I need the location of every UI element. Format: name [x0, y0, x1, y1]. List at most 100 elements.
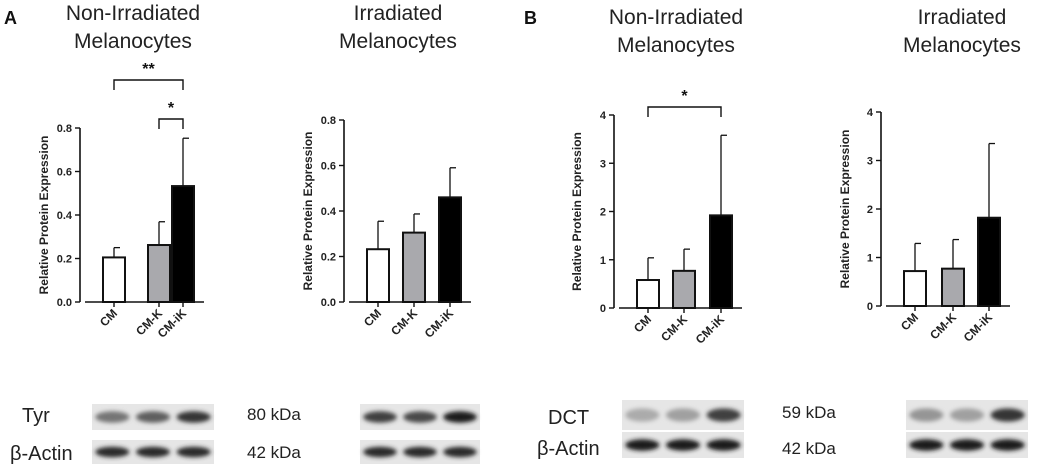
- y-tick-label: 0.4: [57, 210, 73, 222]
- blot-band: [990, 408, 1025, 422]
- chart-title: Irradiated Melanocytes: [339, 2, 457, 53]
- bar-cm-k: [147, 244, 171, 303]
- blot-band: [176, 446, 211, 458]
- chart-title: Non-Irradiated Melanocytes: [66, 2, 200, 53]
- significance-bracket: [647, 106, 722, 117]
- bar-cm-ik: [171, 185, 195, 303]
- chart-title-line-1: Non-Irradiated: [66, 2, 200, 25]
- y-axis-label: Relative Protein Expression: [37, 136, 51, 295]
- y-tick-label: 0.0: [57, 297, 72, 309]
- blot-band: [665, 439, 701, 451]
- bar-cm-k: [941, 267, 965, 307]
- y-tick-label: 0: [867, 301, 873, 313]
- bar-cm: [366, 248, 390, 303]
- y-axis-label: Relative Protein Expression: [301, 132, 315, 291]
- blot-band: [363, 446, 397, 458]
- blot-strip-b-irr-target-band-intensity: [906, 400, 1028, 430]
- blot-band: [135, 446, 171, 458]
- blot-band: [665, 408, 701, 422]
- chart-4: Irradiated Melanocytes Relative Protein Ex…: [838, 6, 1021, 345]
- y-tick-label: 3: [867, 156, 873, 168]
- blot-band: [706, 439, 741, 451]
- y-tick-label: 3: [600, 158, 606, 170]
- bar-cm-ik: [977, 216, 1001, 307]
- x-tick-label: CM-iK: [422, 306, 457, 341]
- chart-2: Irradiated Melanocytes Relative Protein Ex…: [301, 2, 471, 341]
- blot-band: [135, 411, 171, 423]
- blot-band: [176, 411, 211, 423]
- chart-3: Non-Irradiated Melanocytes Relative Protei…: [570, 6, 743, 347]
- blot-band: [949, 439, 985, 451]
- blot-strip-a-irr-loading-band-intensity: [360, 440, 480, 464]
- chart-title-line-2: Melanocytes: [339, 30, 457, 53]
- y-tick-label: 0.6: [57, 167, 72, 179]
- blot-strip-b-target-band-intensity: [622, 400, 744, 430]
- chart-title-line-2: Melanocytes: [74, 30, 192, 53]
- blot-band: [443, 411, 477, 423]
- bar-cm-ik: [709, 214, 733, 309]
- x-tick-label: CM: [361, 306, 384, 329]
- y-tick-label: 0.2: [57, 254, 72, 266]
- blot-a-target-kda: 80 kDa: [247, 405, 301, 424]
- x-tick-label: CM-iK: [961, 310, 996, 345]
- blot-band: [909, 408, 944, 422]
- x-tick-label: CM-K: [927, 310, 959, 342]
- blot-strip-a-loading-band-intensity: [92, 440, 214, 464]
- blot-strip-b-loading-band-intensity: [622, 432, 744, 458]
- y-tick-label: 4: [867, 107, 874, 119]
- blot-band: [95, 411, 130, 423]
- y-tick-label: 0.8: [321, 115, 336, 127]
- blot-b-loading-label: β-Actin: [537, 438, 600, 460]
- blot-strip-a-target-band-intensity: [92, 404, 214, 430]
- bar-cm-k: [402, 231, 426, 303]
- y-tick-label: 1: [600, 255, 606, 267]
- y-tick-label: 2: [600, 207, 606, 219]
- y-axis-label: Relative Protein Expression: [838, 130, 852, 289]
- x-tick-label: CM: [898, 310, 921, 333]
- bar-cm: [636, 279, 660, 310]
- bar-cm-k: [672, 269, 696, 310]
- blot-band: [625, 439, 660, 451]
- y-tick-label: 2: [867, 204, 873, 216]
- significance-label: *: [681, 88, 688, 105]
- chart-title-line-1: Non-Irradiated: [609, 6, 743, 29]
- y-tick-label: 1: [867, 253, 873, 265]
- blot-band: [949, 408, 985, 422]
- x-tick-label: CM-iK: [693, 312, 728, 347]
- chart-title-line-1: Irradiated: [354, 2, 443, 25]
- blot-strip-a-irr-target-band-intensity: [360, 404, 480, 430]
- y-tick-label: 0.0: [321, 297, 336, 309]
- bar-cm-ik: [438, 196, 462, 304]
- significance-label: **: [142, 61, 155, 78]
- panel-letter-a: A: [4, 8, 17, 28]
- y-tick-label: 0.4: [321, 206, 337, 218]
- blot-band: [443, 446, 477, 458]
- chart-title: Non-Irradiated Melanocytes: [609, 6, 743, 57]
- charts: Non-Irradiated Melanocytes Relative Protei…: [37, 2, 1021, 347]
- blot-band: [990, 439, 1025, 451]
- blot-band: [363, 411, 397, 423]
- chart-title: Irradiated Melanocytes: [903, 6, 1021, 57]
- x-tick-label: CM: [97, 306, 120, 329]
- x-tick-label: CM: [631, 312, 654, 335]
- blot-b-target-kda: 59 kDa: [782, 403, 836, 422]
- y-tick-label: 0.8: [57, 123, 72, 135]
- significance-bracket: [158, 118, 184, 129]
- chart-title-line-1: Irradiated: [918, 6, 1007, 29]
- blot-b-target-label: DCT: [548, 407, 589, 429]
- blot-band: [403, 446, 437, 458]
- y-axis-label: Relative Protein Expression: [570, 132, 584, 291]
- blot-band: [706, 408, 741, 422]
- blot-strip-b-irr-loading-band-intensity: [906, 432, 1028, 458]
- blot-band: [403, 411, 437, 423]
- panel-letter-b: B: [524, 8, 537, 28]
- significance-bracket: [113, 79, 184, 90]
- blots: [92, 400, 1028, 464]
- bar-cm: [102, 256, 126, 304]
- blot-labels: Tyr β-Actin 80 kDa 42 kDa DCT β-Actin 59…: [10, 403, 836, 465]
- blot-b-loading-kda: 42 kDa: [782, 439, 836, 458]
- chart-title-line-2: Melanocytes: [903, 34, 1021, 57]
- blot-band: [95, 446, 130, 458]
- y-tick-label: 4: [600, 110, 607, 122]
